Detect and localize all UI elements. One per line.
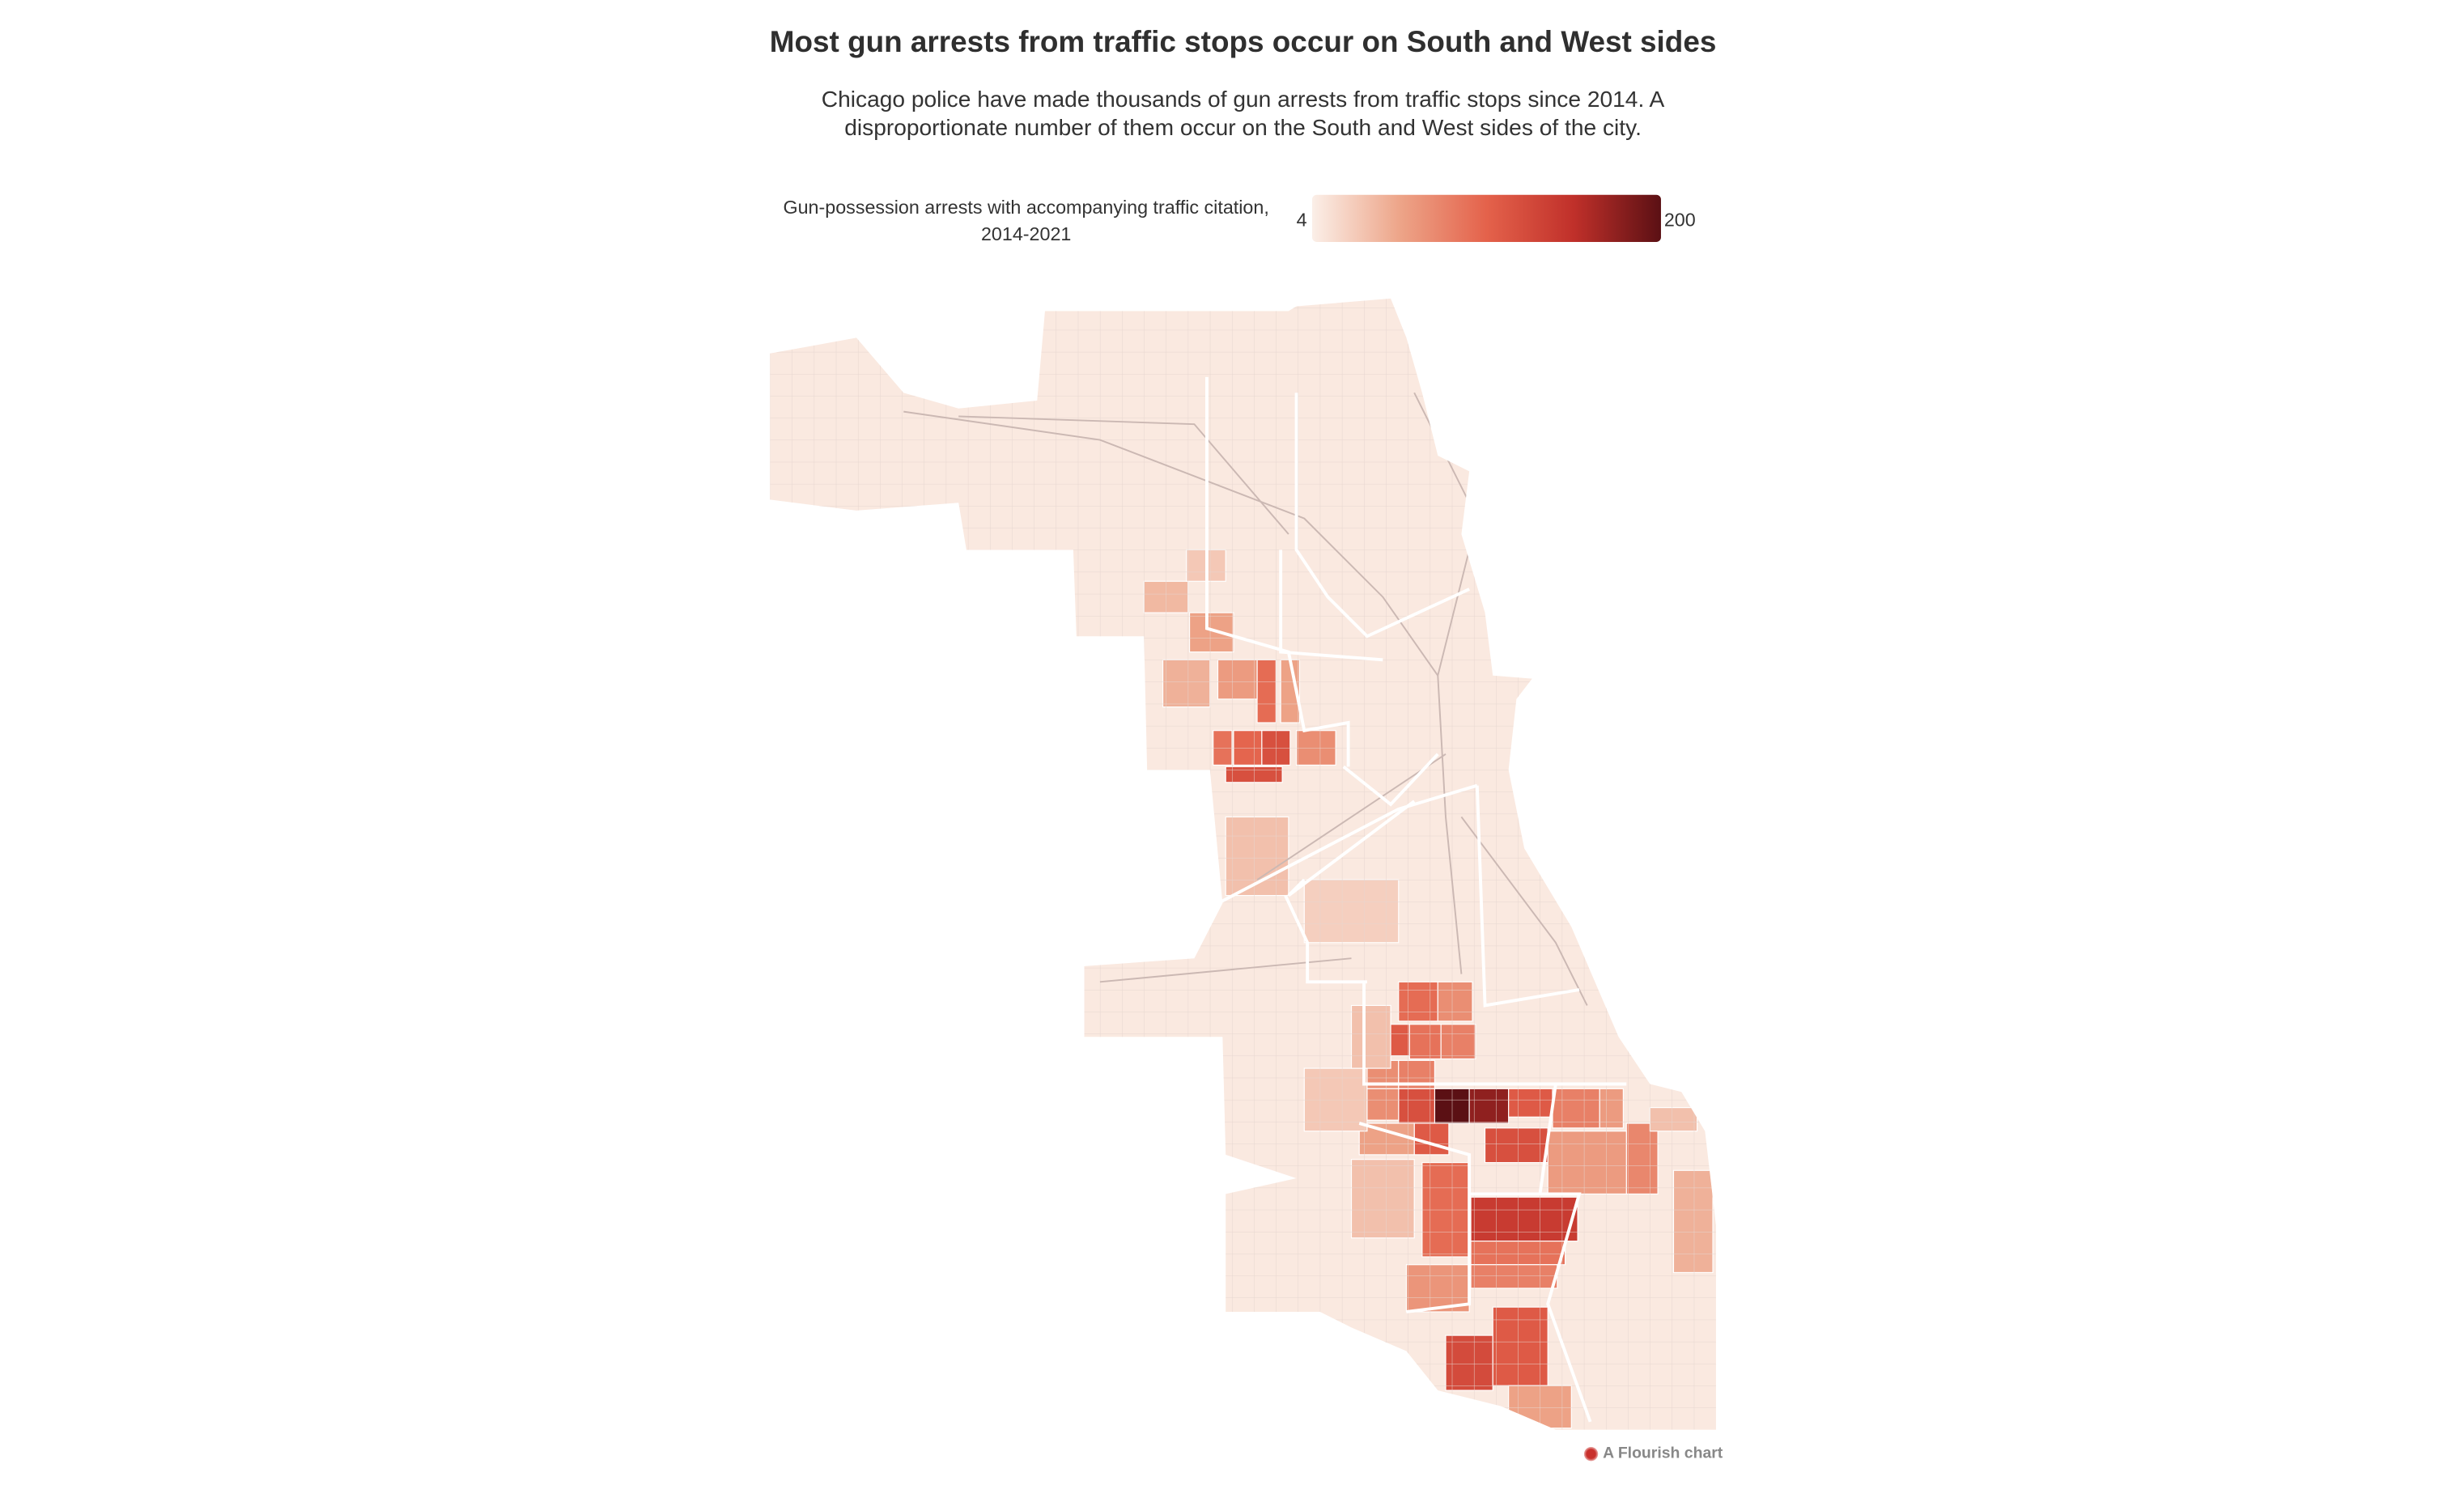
district-boundaries [1204,376,1627,1423]
highways [903,392,1588,1006]
highway-line [1437,675,1463,974]
legend-max-label: 200 [1663,209,1696,231]
district-boundary [1342,753,1439,807]
flourish-logo-icon [1583,1446,1599,1462]
street-grid [770,298,1716,1430]
legend-color-scale [1311,194,1661,242]
district-boundary [1362,982,1627,1086]
credit-text: A Flourish chart [1603,1445,1723,1463]
district-boundary [1294,392,1470,639]
district-boundary [1538,1084,1557,1194]
district-boundary [1284,894,1367,984]
district-boundary [1217,783,1478,905]
legend-min-label: 4 [1296,209,1307,231]
district-boundary [1287,800,1416,897]
chart-title: Most gun arrests from traffic stops occu… [769,27,1717,60]
district-boundary [1279,549,1383,662]
district-boundary [1475,785,1580,1008]
highway-line [1256,753,1447,880]
district-boundary [1358,1122,1472,1313]
highway-line [958,415,1289,535]
district-boundary [1469,1192,1592,1423]
flourish-credit-link[interactable]: A Flourish chart [1583,1445,1723,1463]
legend-title: Gun-possession arrests with accompanying… [783,196,1269,245]
highway-line [903,410,1439,677]
chart-subtitle: Chicago police have made thousands of gu… [821,87,1665,142]
district-boundary [1204,376,1350,767]
highway-line [1460,816,1588,1006]
highway-line [1099,957,1352,983]
